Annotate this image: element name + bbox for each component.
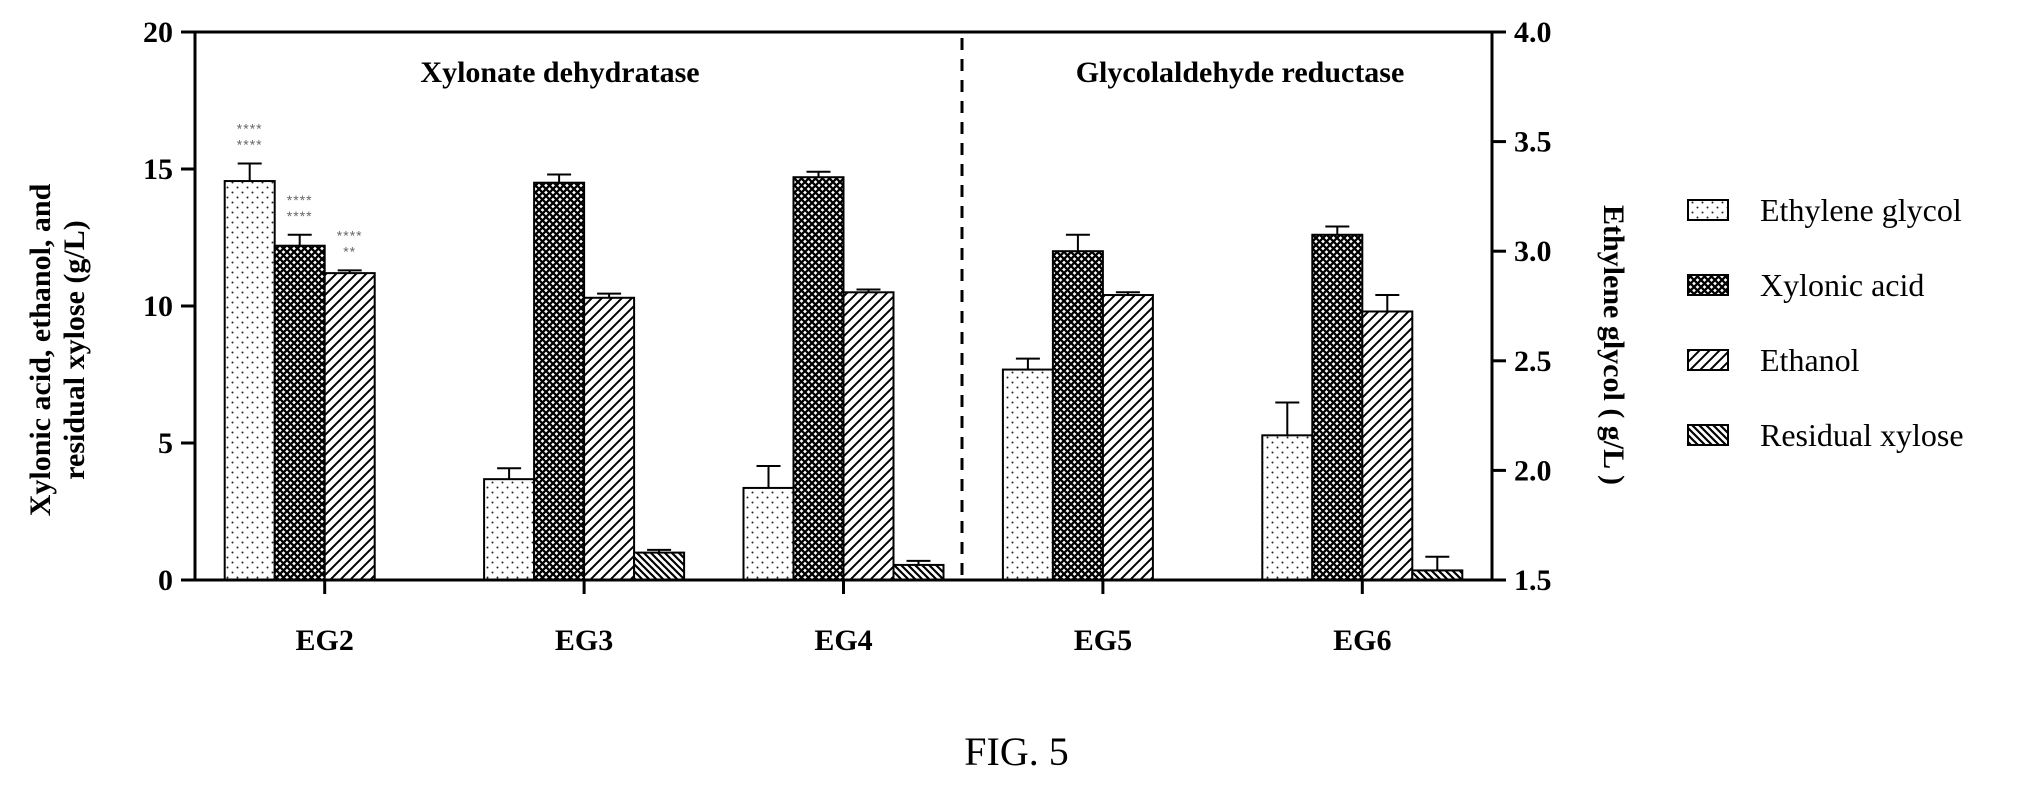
legend-swatch-ethanol <box>1687 349 1729 371</box>
right-tick-label: 2.5 <box>1514 345 1552 378</box>
errors-layer <box>237 162 1450 571</box>
bar-eg2-ethylene-glycol <box>223 180 276 581</box>
annotations-layer: ********************** <box>237 121 363 260</box>
bar-eg6-ethylene-glycol <box>1261 434 1314 581</box>
bar-eg5-ethylene-glycol <box>1001 368 1054 581</box>
left-tick-label: 0 <box>158 564 173 597</box>
chart: Xylonate dehydratase Glycolaldehyde redu… <box>24 16 1964 657</box>
significance-marker: **** <box>237 137 263 153</box>
bar-eg4-xylonic-acid <box>792 176 845 581</box>
right-tick-label: 4.0 <box>1514 16 1552 49</box>
bars-layer <box>223 176 1464 582</box>
significance-marker: **** <box>287 208 313 224</box>
legend-label-xylonic-acid: Xylonic acid <box>1760 267 1924 303</box>
bar-eg2-xylonic-acid <box>273 244 326 581</box>
bar-eg3-ethanol <box>583 296 636 581</box>
right-tick-label: 2.0 <box>1514 454 1552 487</box>
bar-eg5-ethanol <box>1101 294 1154 581</box>
left-tick-label: 5 <box>158 427 173 460</box>
left-axis-title-line-1: Xylonic acid, ethanol, and <box>24 183 57 516</box>
right-tick-label: 3.5 <box>1514 126 1552 159</box>
legend-swatch-xylonic-acid <box>1687 274 1729 296</box>
right-tick-label: 1.5 <box>1514 564 1552 597</box>
left-tick-label: 20 <box>143 16 173 49</box>
bar-eg2-ethanol <box>323 272 376 581</box>
bar-eg3-ethylene-glycol <box>483 478 536 581</box>
left-tick-label: 15 <box>143 153 173 186</box>
figure-caption: FIG. 5 <box>964 729 1069 774</box>
bar-eg4-residual-xylose <box>892 563 945 581</box>
right-axis-title: Ethylene glycol ( g/L ) <box>1597 205 1630 485</box>
legend: Ethylene glycol Xylonic acid Ethanol Residu… <box>1687 192 1964 453</box>
category-label-eg4: EG4 <box>814 624 872 657</box>
left-tick-label: 10 <box>143 290 173 323</box>
ticks-layer: 0 5 10 15 20 1.5 2.0 2.5 3.0 3.5 4.0 <box>143 16 1552 597</box>
bar-eg3-xylonic-acid <box>533 181 586 581</box>
section-label-xylonate-dehydratase: Xylonate dehydratase <box>420 56 699 89</box>
category-label-eg2: EG2 <box>296 624 354 657</box>
bar-eg3-residual-xylose <box>633 551 686 581</box>
bar-eg4-ethanol <box>842 291 895 581</box>
significance-marker: **** <box>337 227 363 243</box>
bar-eg5-xylonic-acid <box>1051 250 1104 581</box>
legend-swatch-residual-xylose <box>1687 424 1729 446</box>
category-label-eg3: EG3 <box>555 624 613 657</box>
bar-eg4-ethylene-glycol <box>742 486 795 582</box>
category-labels: EG2 EG3 EG4 EG5 EG6 <box>296 580 1391 657</box>
significance-marker: **** <box>237 121 263 137</box>
legend-label-ethylene-glycol: Ethylene glycol <box>1760 192 1962 228</box>
left-axis-title: Xylonic acid, ethanol, and residual xylo… <box>24 183 91 516</box>
significance-marker: **** <box>287 192 313 208</box>
legend-label-ethanol: Ethanol <box>1760 342 1860 378</box>
legend-label-residual-xylose: Residual xylose <box>1760 417 1964 453</box>
bar-eg6-ethanol <box>1361 310 1414 581</box>
bar-eg6-xylonic-acid <box>1311 233 1364 581</box>
legend-swatch-ethylene-glycol <box>1687 199 1729 221</box>
right-tick-label: 3.0 <box>1514 235 1552 268</box>
section-label-glycolaldehyde-reductase: Glycolaldehyde reductase <box>1076 56 1405 89</box>
category-label-eg6: EG6 <box>1333 624 1391 657</box>
significance-marker: ** <box>343 243 356 259</box>
left-axis-title-line-2: residual xylose (g/L) <box>58 220 91 479</box>
category-label-eg5: EG5 <box>1074 624 1132 657</box>
